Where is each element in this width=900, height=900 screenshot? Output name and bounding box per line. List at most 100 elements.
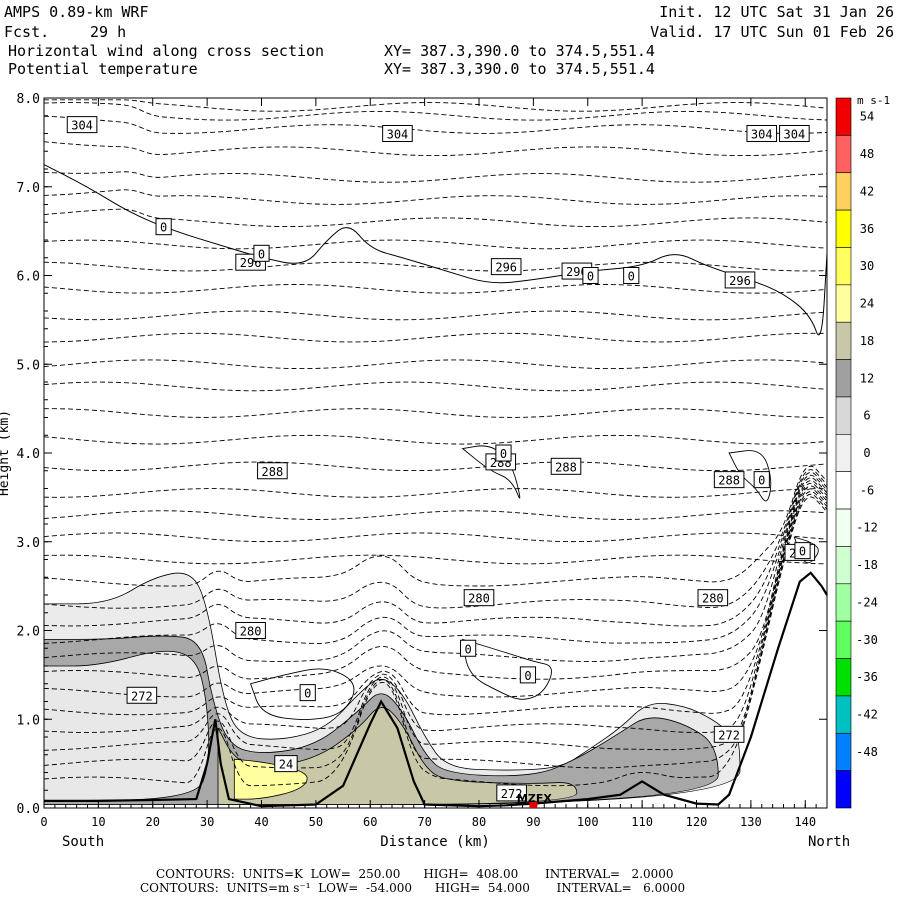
theta-contour: [44, 408, 827, 418]
x-axis-label: Distance (km): [380, 834, 490, 850]
station-label: MZFX: [517, 792, 552, 805]
colorbar-tick-label: -48: [856, 745, 878, 759]
theta-label: 304: [387, 128, 409, 142]
theta-contour: [43, 465, 828, 587]
theta-contour: [43, 115, 828, 134]
colorbar-tick-label: 36: [860, 222, 874, 236]
colorbar-tick-label: 30: [860, 259, 874, 273]
wind-label: 0: [160, 221, 167, 235]
wind-label-box: [519, 666, 537, 684]
north-label: North: [808, 834, 850, 850]
theta-contour: [43, 99, 828, 112]
y-tick-label: 8.0: [17, 92, 40, 107]
theta-contour: [43, 332, 828, 343]
theta-label-box: [490, 258, 522, 276]
theta-label: 272: [501, 787, 523, 801]
colorbar-tick-label: -36: [856, 670, 878, 684]
x-tick-label: 40: [254, 815, 268, 829]
theta-label: 280: [468, 592, 490, 606]
theta-label-box: [724, 271, 756, 289]
x-tick-label: 80: [472, 815, 486, 829]
x-tick-label: 0: [40, 815, 47, 829]
theta-contour: [43, 480, 828, 680]
x-tick-label: 30: [200, 815, 214, 829]
fcst-value: 29 h: [90, 23, 127, 41]
footer-line-1: CONTOURS: UNITS=K LOW= 250.00 HIGH= 408.…: [156, 867, 674, 881]
theta-label-box: [463, 589, 495, 607]
theta-label-box: [235, 622, 266, 639]
wind-label: 0: [799, 545, 806, 559]
wind-label-box: [155, 218, 172, 236]
field1-xy: XY= 387.3,390.0 to 374.5,551.4: [384, 42, 655, 60]
colorbar-tick-label: -18: [856, 558, 878, 572]
theta-label: 296: [729, 274, 751, 288]
theta-label: 296: [495, 261, 517, 275]
theta-contour: [43, 261, 828, 272]
wind-label-box: [460, 639, 477, 657]
colorbar-tick-label: -42: [856, 708, 878, 722]
wind-contour-loop: [461, 445, 521, 499]
wind-contour-loop: [728, 450, 772, 502]
wind-contour-loop: [793, 536, 819, 564]
x-tick-label: 20: [146, 815, 160, 829]
colorbar-segment: [835, 284, 852, 323]
colorbar-segment: [835, 583, 852, 622]
theta-label: 304: [784, 128, 806, 142]
y-axis-label: Height (km): [0, 410, 12, 496]
y-tick-label: 1.0: [17, 713, 40, 728]
theta-contour: [43, 482, 828, 698]
theta-label: 280: [702, 592, 724, 606]
wind-label: 0: [524, 669, 531, 683]
theta-label: 304: [751, 128, 773, 142]
theta-contour: [43, 141, 828, 157]
theta-contour: [43, 434, 828, 445]
x-tick-label: 130: [740, 815, 762, 829]
wind-label-box: [495, 444, 512, 462]
colorbar-segment: [835, 396, 852, 435]
theta-label: 280: [240, 625, 262, 639]
theta-contour: [43, 310, 828, 321]
wind-label: 0: [500, 447, 507, 461]
theta-contour: [43, 461, 828, 472]
theta-contour: [43, 477, 828, 662]
wind-label: 0: [758, 474, 765, 488]
wind-label: 0: [258, 247, 265, 261]
theta-contour: [43, 102, 828, 121]
colorbar-segment: [835, 434, 852, 472]
theta-contour: [43, 189, 828, 205]
theta-contour: [43, 239, 828, 250]
theta-label: 304: [71, 119, 93, 133]
colorbar-segment: [835, 209, 852, 248]
colorbar-tick-label: 0: [863, 446, 870, 460]
colorbar-segment: [835, 546, 852, 585]
wind-label: 0: [465, 642, 472, 656]
south-label: South: [62, 834, 104, 850]
y-tick-label: 5.0: [17, 358, 40, 373]
theta-contour: [43, 532, 828, 543]
theta-label-box: [126, 686, 158, 704]
x-tick-label: 140: [794, 815, 816, 829]
x-tick-label: 10: [91, 815, 105, 829]
init-time: Init. 12 UTC Sat 31 Jan 26: [659, 3, 894, 21]
colorbar-tick-label: -6: [860, 483, 874, 497]
y-tick-label: 2.0: [17, 625, 40, 640]
theta-contour: [43, 469, 828, 609]
wind-label: 0: [587, 270, 594, 284]
x-tick-label: 90: [526, 815, 540, 829]
theta-label-box: [713, 725, 745, 743]
theta-contour: [43, 554, 828, 565]
colorbar-tick-label: -12: [856, 521, 878, 535]
theta-label-box: [496, 784, 527, 802]
x-tick-label: 100: [577, 815, 599, 829]
x-tick-label: 120: [686, 815, 708, 829]
wind-zero-contour: [43, 164, 828, 336]
theta-contour: [43, 491, 828, 751]
theta-contour: [43, 171, 828, 183]
colorbar-segment: [835, 359, 852, 398]
colorbar-tick-label: 12: [860, 371, 874, 385]
theta-contour: [43, 496, 828, 787]
colorbar-tick-label: 6: [863, 409, 870, 423]
colorbar-tick-label: 42: [860, 184, 874, 198]
y-tick-label: 0.0: [17, 802, 40, 817]
